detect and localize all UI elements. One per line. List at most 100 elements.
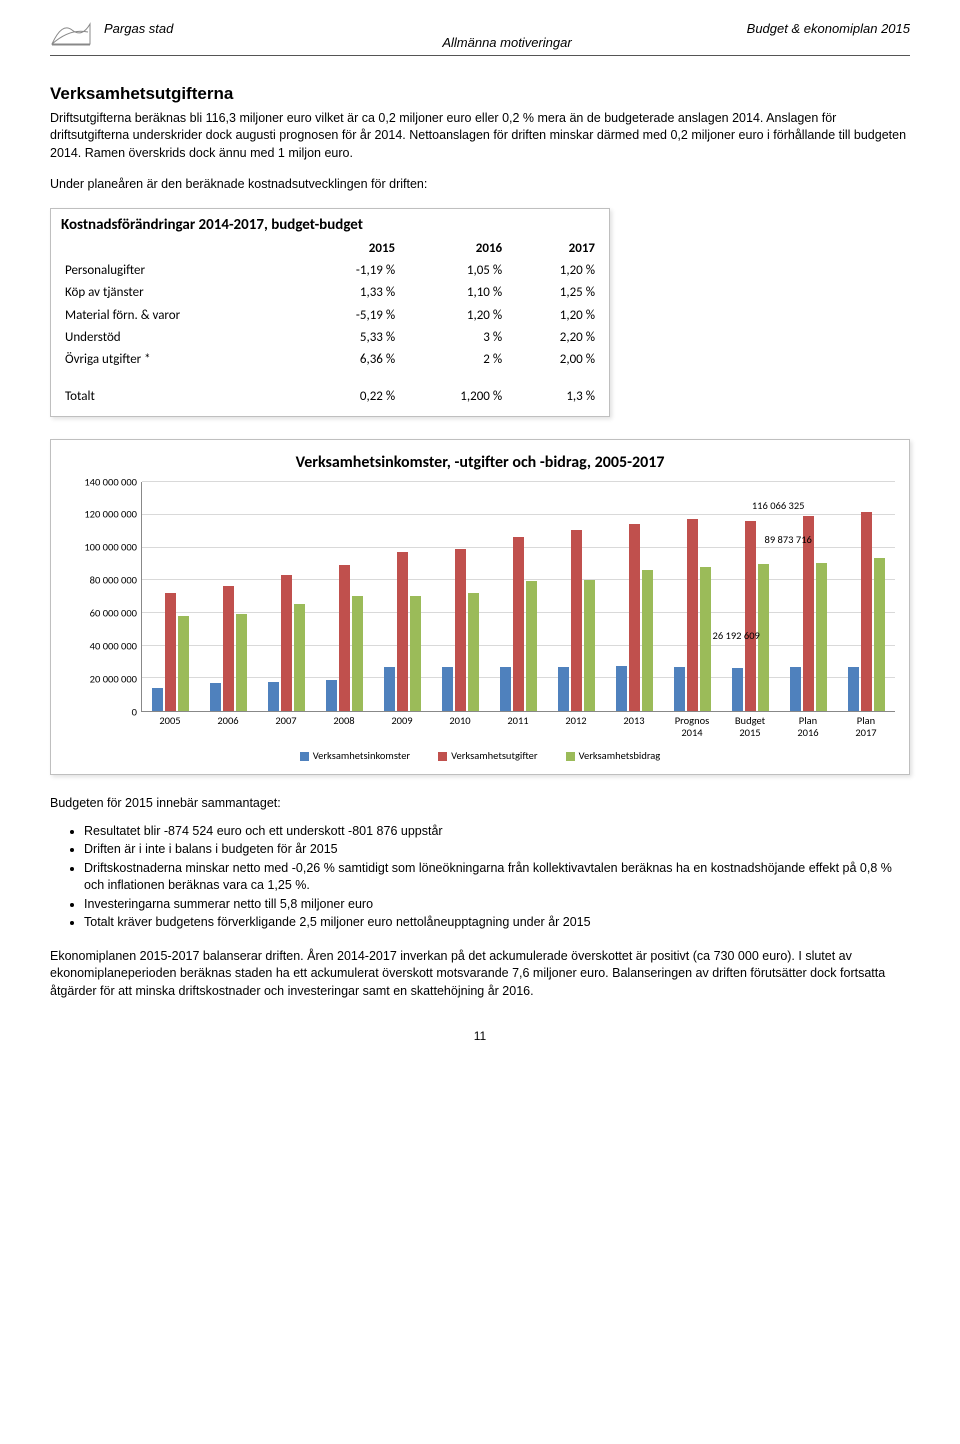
bar-bidrag bbox=[352, 596, 363, 711]
header-left: Pargas stad bbox=[104, 20, 373, 38]
bar-inkomster bbox=[558, 667, 569, 711]
bar-inkomster bbox=[152, 688, 163, 711]
table-title: Kostnadsförändringar 2014-2017, budget-b… bbox=[61, 215, 599, 236]
chart-plot: 116 066 325 89 873 716 26 192 609 bbox=[141, 482, 895, 712]
page-number: 11 bbox=[50, 1028, 910, 1045]
bar-group bbox=[547, 530, 605, 711]
bullet-item: Driften är i inte i balans i budgeten fö… bbox=[84, 841, 910, 859]
header-right: Budget & ekonomiplan 2015 bbox=[641, 20, 910, 38]
bar-inkomster bbox=[674, 667, 685, 711]
bar-utgifter bbox=[165, 593, 176, 711]
x-axis-label: Plan2016 bbox=[779, 712, 837, 739]
bar-bidrag bbox=[178, 616, 189, 711]
legend-utgifter: Verksamhetsutgifter bbox=[438, 749, 537, 764]
bar-inkomster bbox=[384, 667, 395, 711]
bar-group bbox=[837, 512, 895, 711]
cost-change-table: Kostnadsförändringar 2014-2017, budget-b… bbox=[50, 208, 610, 417]
bar-bidrag bbox=[816, 563, 827, 711]
x-axis-label: 2012 bbox=[547, 712, 605, 739]
x-axis-label: 2005 bbox=[141, 712, 199, 739]
page-header: Pargas stad Allmänna motiveringar Budget… bbox=[50, 20, 910, 56]
chart-annotation: 26 192 609 bbox=[713, 629, 760, 644]
table-header-row: 2015 2016 2017 bbox=[61, 238, 599, 260]
bar-utgifter bbox=[571, 530, 582, 711]
bullet-item: Totalt kräver budgetens förverkligande 2… bbox=[84, 914, 910, 932]
bar-bidrag bbox=[874, 558, 885, 711]
bar-group bbox=[663, 519, 721, 711]
x-axis-label: Plan2017 bbox=[837, 712, 895, 739]
chart-legend: Verksamhetsinkomster Verksamhetsutgifter… bbox=[65, 749, 895, 764]
chart-annotation: 116 066 325 bbox=[752, 499, 805, 514]
table-row: Material förn. & varor-5,19 %1,20 %1,20 … bbox=[61, 305, 599, 327]
x-axis-label: 2007 bbox=[257, 712, 315, 739]
bar-group bbox=[200, 586, 258, 711]
paragraph-1: Driftsutgifterna beräknas bli 116,3 milj… bbox=[50, 110, 910, 163]
chart-title: Verksamhetsinkomster, -utgifter och -bid… bbox=[65, 452, 895, 474]
summary-bullets: Resultatet blir -874 524 euro och ett un… bbox=[84, 823, 910, 932]
col-2016: 2016 bbox=[399, 238, 506, 260]
col-2015: 2015 bbox=[298, 238, 399, 260]
col-2017: 2017 bbox=[506, 238, 599, 260]
bar-group bbox=[316, 565, 374, 711]
bar-inkomster bbox=[500, 667, 511, 711]
table-row: Personalugifter-1,19 %1,05 %1,20 % bbox=[61, 260, 599, 282]
x-axis-label: 2006 bbox=[199, 712, 257, 739]
bar-inkomster bbox=[732, 668, 743, 711]
paragraph-2: Under planeåren är den beräknade kostnad… bbox=[50, 176, 910, 194]
x-axis-label: Prognos2014 bbox=[663, 712, 721, 739]
bar-bidrag bbox=[294, 604, 305, 711]
bar-bidrag bbox=[700, 567, 711, 712]
bar-utgifter bbox=[223, 586, 234, 711]
bar-utgifter bbox=[455, 549, 466, 712]
bar-utgifter bbox=[745, 521, 756, 712]
bar-utgifter bbox=[281, 575, 292, 711]
chart-y-axis: 020 000 00040 000 00060 000 00080 000 00… bbox=[65, 482, 141, 712]
bar-utgifter bbox=[861, 512, 872, 711]
bar-bidrag bbox=[642, 570, 653, 711]
chart-annotation: 89 873 716 bbox=[765, 533, 812, 548]
bar-utgifter bbox=[339, 565, 350, 711]
table-total-row: Totalt0,22 %1,200 %1,3 % bbox=[61, 377, 599, 408]
bar-inkomster bbox=[790, 667, 801, 711]
bar-bidrag bbox=[584, 580, 595, 711]
bar-inkomster bbox=[442, 667, 453, 711]
table-row: Köp av tjänster1,33 %1,10 %1,25 % bbox=[61, 282, 599, 304]
bar-inkomster bbox=[210, 683, 221, 711]
bar-group bbox=[142, 593, 200, 711]
bar-chart-card: Verksamhetsinkomster, -utgifter och -bid… bbox=[50, 439, 910, 775]
chart-x-axis: 200520062007200820092010201120122013Prog… bbox=[141, 712, 895, 739]
header-center: Allmänna motiveringar bbox=[373, 20, 642, 52]
bar-group bbox=[374, 552, 432, 711]
bar-utgifter bbox=[629, 524, 640, 711]
x-axis-label: 2013 bbox=[605, 712, 663, 739]
bar-inkomster bbox=[326, 680, 337, 711]
bar-bidrag bbox=[410, 596, 421, 711]
bar-utgifter bbox=[513, 537, 524, 711]
bar-bidrag bbox=[468, 593, 479, 711]
x-axis-label: Budget2015 bbox=[721, 712, 779, 739]
section-title: Verksamhetsutgifterna bbox=[50, 82, 910, 106]
bar-bidrag bbox=[526, 581, 537, 711]
bar-bidrag bbox=[236, 614, 247, 711]
bar-group bbox=[490, 537, 548, 711]
x-axis-label: 2010 bbox=[431, 712, 489, 739]
table-row: Understöd5,33 %3 %2,20 % bbox=[61, 327, 599, 349]
x-axis-label: 2008 bbox=[315, 712, 373, 739]
bar-group bbox=[721, 521, 779, 712]
bar-utgifter bbox=[397, 552, 408, 711]
closing-paragraph: Ekonomiplanen 2015-2017 balanserar drift… bbox=[50, 948, 910, 1001]
logo-icon bbox=[50, 20, 98, 53]
bar-inkomster bbox=[268, 682, 279, 712]
legend-bidrag: Verksamhetsbidrag bbox=[566, 749, 661, 764]
bar-group bbox=[258, 575, 316, 711]
bar-inkomster bbox=[848, 667, 859, 711]
x-axis-label: 2009 bbox=[373, 712, 431, 739]
bar-inkomster bbox=[616, 666, 627, 711]
bullet-item: Investeringarna summerar netto till 5,8 … bbox=[84, 896, 910, 914]
bar-group bbox=[432, 549, 490, 712]
table-row: Övriga utgifter *6,36 %2 %2,00 % bbox=[61, 349, 599, 371]
bullet-item: Resultatet blir -874 524 euro och ett un… bbox=[84, 823, 910, 841]
bar-group bbox=[605, 524, 663, 711]
legend-inkomster: Verksamhetsinkomster bbox=[300, 749, 410, 764]
bar-utgifter bbox=[687, 519, 698, 711]
